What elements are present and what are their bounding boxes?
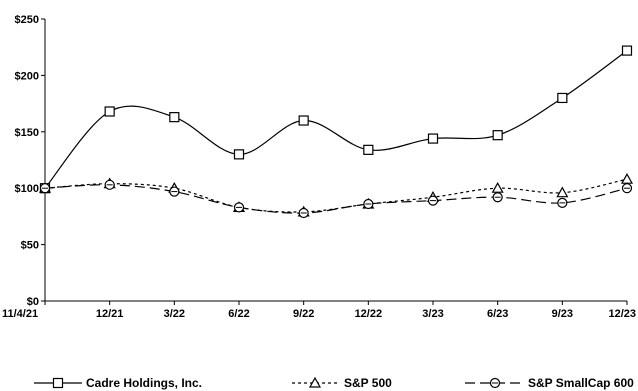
data-point-circle (363, 198, 374, 210)
data-point-square (169, 112, 180, 123)
data-point-circle (621, 183, 633, 194)
x-tick-label: 9/22 (293, 308, 314, 320)
legend-item-1: S&P 500 (292, 376, 392, 390)
y-tick-label: $50 (21, 240, 39, 252)
y-tick-label: $200 (15, 70, 39, 82)
legend-marker-circle (489, 377, 501, 389)
y-tick-label: $0 (27, 296, 39, 308)
data-point-circle (233, 202, 245, 213)
legend-label: S&P SmallCap 600 (528, 376, 634, 390)
legend-item-2: S&P SmallCap 600 (465, 376, 634, 390)
data-point-square (492, 130, 503, 141)
data-point-triangle (556, 186, 569, 198)
data-point-square (233, 149, 245, 160)
data-point-circle (169, 186, 180, 197)
x-tick-label: 9/23 (552, 308, 573, 320)
series-0 (39, 45, 633, 194)
legend: Cadre Holdings, Inc. S&P 500 S&P SmallCap … (34, 376, 634, 390)
x-tick-label: 3/22 (164, 308, 185, 320)
legend-marker-square (52, 377, 64, 389)
series-line (44, 50, 628, 189)
data-point-circle (492, 192, 503, 203)
x-tick-label: 6/23 (487, 308, 508, 320)
data-point-square (557, 92, 568, 104)
series-line (44, 184, 628, 214)
x-tick-label: 11/4/21 (2, 308, 38, 320)
data-point-circle (39, 183, 51, 194)
legend-marker-triangle (308, 376, 322, 388)
x-tick-label: 12/21 (96, 308, 124, 320)
data-point-square (363, 144, 374, 155)
y-tick-label: $100 (15, 183, 39, 195)
axes: $0 $50 $100 $150 $200 $250 11/4/21 12/21 3/22 6/2… (2, 14, 636, 320)
data-point-circle (104, 179, 115, 190)
x-tick-label: 12/22 (355, 308, 383, 320)
data-point-circle (298, 207, 309, 219)
data-point-square (104, 106, 115, 117)
data-point-square (427, 133, 439, 144)
data-point-square (621, 45, 633, 56)
series-layer (38, 45, 634, 219)
data-point-square (298, 115, 309, 126)
legend-label: S&P 500 (344, 376, 392, 390)
data-point-circle (557, 197, 568, 208)
data-point-circle (427, 195, 439, 206)
data-point-triangle (491, 181, 504, 193)
data-point-triangle (620, 172, 634, 184)
series-line (44, 178, 628, 213)
x-tick-label: 6/22 (228, 308, 249, 320)
x-tick-label: 3/23 (422, 308, 443, 320)
legend-item-0: Cadre Holdings, Inc. (34, 376, 202, 390)
series-2 (39, 179, 633, 219)
legend-label: Cadre Holdings, Inc. (86, 376, 202, 390)
x-tick-label: 12/23 (608, 308, 636, 320)
y-tick-label: $250 (15, 14, 39, 26)
y-tick-label: $150 (15, 127, 39, 139)
